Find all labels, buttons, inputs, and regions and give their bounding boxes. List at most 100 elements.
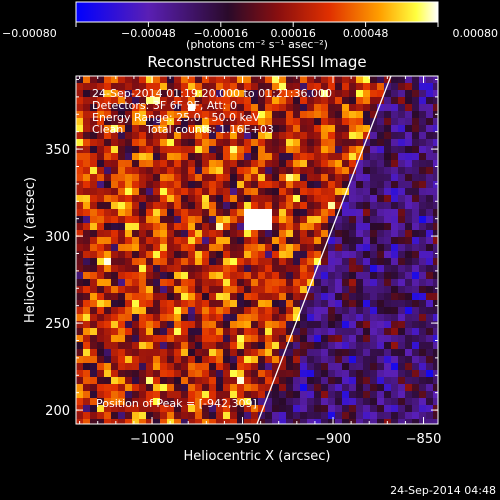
heatmap-cell (76, 398, 83, 405)
heatmap-cell (265, 342, 272, 349)
heatmap-cell (342, 405, 349, 412)
heatmap-cell (412, 202, 419, 209)
heatmap-cell (272, 237, 279, 244)
heatmap-cell (363, 223, 370, 230)
heatmap-cell (195, 97, 202, 104)
heatmap-cell (391, 258, 398, 265)
heatmap-cell (286, 125, 293, 132)
heatmap-cell (174, 216, 181, 223)
heatmap-cell (328, 90, 335, 97)
heatmap-cell (405, 286, 412, 293)
heatmap-cell (251, 384, 258, 391)
heatmap-cell (314, 314, 321, 321)
heatmap-cell (258, 293, 265, 300)
heatmap-cell (216, 230, 223, 237)
heatmap-cell (181, 377, 188, 384)
heatmap-cell (132, 223, 139, 230)
heatmap-cell (412, 83, 419, 90)
heatmap-cell (356, 265, 363, 272)
heatmap-cell (377, 279, 384, 286)
heatmap-cell (202, 167, 209, 174)
heatmap-cell (230, 83, 237, 90)
heatmap-cell (160, 363, 167, 370)
heatmap-cell (405, 293, 412, 300)
heatmap-cell (132, 160, 139, 167)
heatmap-cell (286, 405, 293, 412)
heatmap-cell (258, 377, 265, 384)
heatmap-cell (244, 202, 251, 209)
heatmap-cell (188, 160, 195, 167)
heatmap-cell (104, 384, 111, 391)
heatmap-cell (237, 342, 244, 349)
heatmap-cell (230, 132, 237, 139)
heatmap-cell (307, 90, 314, 97)
heatmap-cell (307, 188, 314, 195)
heatmap-cell (412, 97, 419, 104)
heatmap-cell (125, 104, 132, 111)
heatmap-cell (426, 412, 433, 419)
heatmap-cell (384, 244, 391, 251)
heatmap-cell (349, 321, 356, 328)
heatmap-cell (181, 174, 188, 181)
heatmap-cell (139, 377, 146, 384)
heatmap-cell (209, 258, 216, 265)
heatmap-cell (223, 146, 230, 153)
heatmap-cell (139, 118, 146, 125)
heatmap-cell (405, 258, 412, 265)
heatmap-cell (286, 272, 293, 279)
heatmap-cell (195, 83, 202, 90)
heatmap-cell (391, 111, 398, 118)
heatmap-cell (174, 265, 181, 272)
heatmap-cell (419, 300, 426, 307)
heatmap-cell (349, 272, 356, 279)
heatmap-cell (349, 216, 356, 223)
heatmap-cell (104, 83, 111, 90)
heatmap-cell (363, 391, 370, 398)
heatmap-cell (433, 237, 438, 244)
heatmap-cell (118, 356, 125, 363)
heatmap-cell (286, 195, 293, 202)
heatmap-cell (405, 153, 412, 160)
heatmap-cell (384, 216, 391, 223)
heatmap-cell (363, 209, 370, 216)
heatmap-cell (419, 111, 426, 118)
heatmap-cell (377, 391, 384, 398)
heatmap-cell (125, 167, 132, 174)
heatmap-cell (104, 258, 111, 265)
heatmap-cell (377, 97, 384, 104)
heatmap-cell (349, 202, 356, 209)
heatmap-cell (83, 419, 90, 424)
heatmap-cell (412, 195, 419, 202)
heatmap-cell (314, 307, 321, 314)
heatmap-cell (384, 139, 391, 146)
heatmap-cell (419, 181, 426, 188)
heatmap-cell (125, 132, 132, 139)
heatmap-cell (314, 335, 321, 342)
heatmap-cell (307, 216, 314, 223)
heatmap-cell (209, 139, 216, 146)
heatmap-cell (384, 335, 391, 342)
heatmap-cell (181, 419, 188, 424)
heatmap-cell (335, 237, 342, 244)
heatmap-cell (321, 377, 328, 384)
heatmap-cell (412, 76, 419, 83)
heatmap-cell (279, 146, 286, 153)
heatmap-cell (104, 202, 111, 209)
annotation-time-range: 24-Sep-2014 01:19:20.000 to 01:21:36.000 (92, 87, 332, 100)
heatmap-cell (90, 90, 97, 97)
heatmap-cell (230, 265, 237, 272)
heatmap-cell (433, 335, 438, 342)
heatmap-cell (391, 139, 398, 146)
heatmap-cell (272, 132, 279, 139)
heatmap-cell (307, 363, 314, 370)
heatmap-cell (111, 202, 118, 209)
heatmap-cell (83, 300, 90, 307)
heatmap-cell (377, 237, 384, 244)
heatmap-cell (300, 307, 307, 314)
heatmap-cell (356, 377, 363, 384)
heatmap-cell (300, 125, 307, 132)
heatmap-cell (223, 293, 230, 300)
heatmap-cell (279, 328, 286, 335)
heatmap-cell (419, 314, 426, 321)
heatmap-cell (202, 146, 209, 153)
